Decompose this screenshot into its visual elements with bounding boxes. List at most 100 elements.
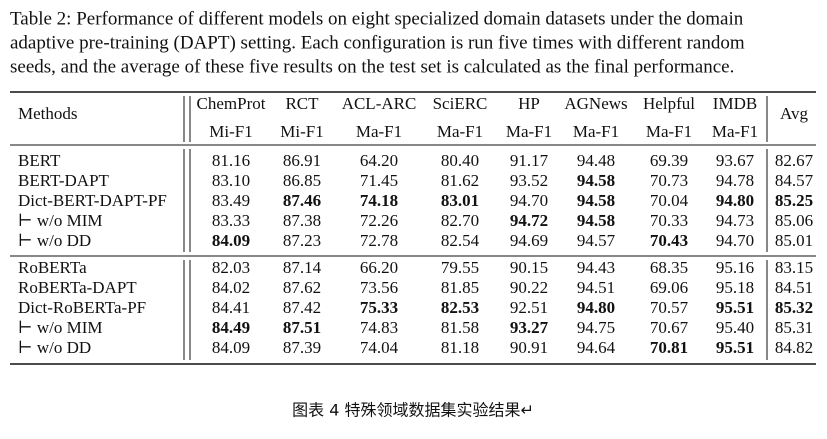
score-cell: 95.51	[716, 298, 754, 317]
score-cell: 90.22	[510, 278, 548, 297]
score-cell: 69.06	[650, 278, 688, 297]
score-cell: 94.70	[510, 191, 548, 210]
score-cell: 94.58	[577, 191, 615, 210]
score-cell: 84.41	[212, 298, 250, 317]
metric-header: Ma-F1	[573, 122, 619, 141]
column-header: Avg	[780, 104, 809, 123]
score-cell: 68.35	[650, 258, 688, 277]
metric-header: Ma-F1	[712, 122, 758, 141]
score-cell: 94.80	[716, 191, 754, 210]
metric-header: Ma-F1	[646, 122, 692, 141]
score-cell: 86.85	[283, 171, 321, 190]
score-cell: 93.27	[510, 318, 549, 337]
method-name: BERT-DAPT	[18, 171, 110, 190]
method-name: Dict-BERT-DAPT-PF	[18, 191, 167, 210]
score-cell: 87.62	[283, 278, 321, 297]
column-header: IMDB	[713, 94, 757, 113]
score-cell: 82.03	[212, 258, 250, 277]
score-cell: 85.01	[775, 231, 813, 250]
score-cell: 87.23	[283, 231, 321, 250]
score-cell: 94.80	[577, 298, 615, 317]
metric-header: Mi-F1	[280, 122, 323, 141]
score-cell: 86.91	[283, 151, 321, 170]
score-cell: 81.16	[212, 151, 250, 170]
score-cell: 85.31	[775, 318, 813, 337]
score-cell: 70.57	[650, 298, 689, 317]
score-cell: 70.81	[650, 338, 688, 357]
score-cell: 71.45	[360, 171, 398, 190]
metric-header: Ma-F1	[356, 122, 402, 141]
score-cell: 94.51	[577, 278, 615, 297]
figure-caption: 图表 4 特殊领域数据集实验结果↵	[292, 401, 534, 420]
score-cell: 84.82	[775, 338, 813, 357]
column-header: RCT	[285, 94, 319, 113]
score-cell: 83.15	[775, 258, 813, 277]
score-cell: 81.58	[441, 318, 479, 337]
caption-line: Table 2: Performance of different models…	[10, 8, 744, 29]
score-cell: 70.43	[650, 231, 688, 250]
score-cell: 90.91	[510, 338, 548, 357]
score-cell: 95.51	[716, 338, 754, 357]
method-name: BERT	[18, 151, 61, 170]
score-cell: 94.70	[716, 231, 754, 250]
score-cell: 83.49	[212, 191, 250, 210]
score-cell: 94.75	[577, 318, 615, 337]
score-cell: 87.14	[283, 258, 322, 277]
score-cell: 84.49	[212, 318, 250, 337]
score-cell: 95.16	[716, 258, 754, 277]
column-header: SciERC	[433, 94, 488, 113]
score-cell: 81.18	[441, 338, 479, 357]
score-cell: 82.54	[441, 231, 480, 250]
score-cell: 85.25	[775, 191, 813, 210]
score-cell: 82.70	[441, 211, 479, 230]
score-cell: 82.67	[775, 151, 814, 170]
score-cell: 83.10	[212, 171, 250, 190]
score-cell: 74.18	[360, 191, 398, 210]
score-cell: 73.56	[360, 278, 398, 297]
score-cell: 85.32	[775, 298, 813, 317]
score-cell: 70.67	[650, 318, 689, 337]
score-cell: 79.55	[441, 258, 479, 277]
score-cell: 69.39	[650, 151, 688, 170]
column-header: ACL-ARC	[342, 94, 417, 113]
score-cell: 87.51	[283, 318, 321, 337]
method-name: RoBERTa-DAPT	[18, 278, 137, 297]
score-cell: 93.52	[510, 171, 548, 190]
score-cell: 75.33	[360, 298, 398, 317]
score-cell: 74.04	[360, 338, 399, 357]
score-cell: 94.48	[577, 151, 615, 170]
score-cell: 93.67	[716, 151, 755, 170]
column-header: ChemProt	[197, 94, 266, 113]
score-cell: 83.01	[441, 191, 479, 210]
score-cell: 95.40	[716, 318, 754, 337]
method-name: Dict-RoBERTa-PF	[18, 298, 146, 317]
score-cell: 94.64	[577, 338, 616, 357]
score-cell: 72.26	[360, 211, 398, 230]
metric-header: Ma-F1	[437, 122, 483, 141]
score-cell: 94.73	[716, 211, 754, 230]
method-name: ⊢ w/o MIM	[18, 318, 103, 337]
score-cell: 95.18	[716, 278, 754, 297]
score-cell: 92.51	[510, 298, 548, 317]
metric-header: Mi-F1	[209, 122, 252, 141]
score-cell: 80.40	[441, 151, 479, 170]
score-cell: 82.53	[441, 298, 479, 317]
column-header: Methods	[18, 104, 78, 123]
score-cell: 87.38	[283, 211, 321, 230]
score-cell: 83.33	[212, 211, 250, 230]
score-cell: 84.02	[212, 278, 250, 297]
score-cell: 87.42	[283, 298, 321, 317]
column-header: Helpful	[643, 94, 695, 113]
score-cell: 91.17	[510, 151, 549, 170]
score-cell: 81.85	[441, 278, 479, 297]
score-cell: 74.83	[360, 318, 398, 337]
score-cell: 84.51	[775, 278, 813, 297]
score-cell: 84.09	[212, 231, 250, 250]
column-header: HP	[518, 94, 540, 113]
score-cell: 90.15	[510, 258, 548, 277]
score-cell: 64.20	[360, 151, 398, 170]
caption-line: adaptive pre-training (DAPT) setting. Ea…	[10, 32, 745, 53]
method-name: ⊢ w/o MIM	[18, 211, 103, 230]
score-cell: 81.62	[441, 171, 479, 190]
